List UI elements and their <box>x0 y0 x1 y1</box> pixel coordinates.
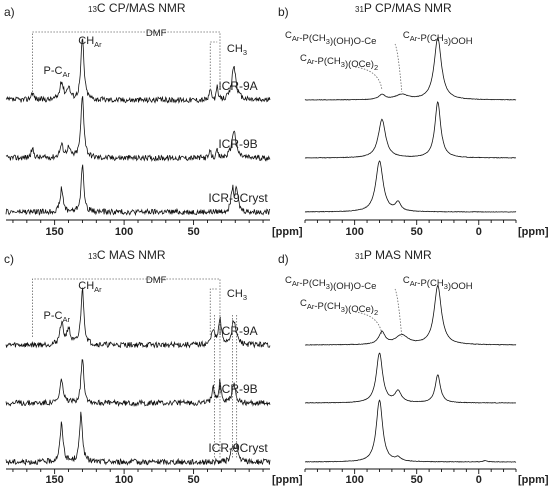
oce2-label: CAr-P(CH3)(OCe)2 <box>300 53 378 72</box>
ce-oh-label: CAr-P(CH3)(OH)O-Ce <box>285 275 376 292</box>
spectrum-trace-3 <box>5 164 271 217</box>
spectrum-trace-2 <box>5 359 271 407</box>
ch3-label: CH3 <box>227 288 247 302</box>
x-unit-label: [ppm] <box>518 226 549 238</box>
pooh-label: CAr-P(CH3)OOH <box>403 275 473 292</box>
dmf-bracket-inner <box>209 41 218 90</box>
x-unit-label: [ppm] <box>518 474 549 486</box>
x-tick-label: 0 <box>476 226 482 238</box>
pointer-oce2 <box>354 66 383 91</box>
panel-letter: a) <box>4 5 15 19</box>
x-tick-label: 50 <box>187 474 199 486</box>
dmf-label: DMF <box>146 275 167 286</box>
panel-title: 13C MAS NMR <box>88 248 166 262</box>
x-tick-label: 150 <box>45 474 63 486</box>
panel-letter: b) <box>278 5 289 19</box>
spectrum-trace-3 <box>304 399 517 463</box>
spectrum-trace-2 <box>304 352 516 404</box>
panel-b: b) 31P CP/MAS NMR 100 50 0 [ppm] CAr-P(CH3)(OH… <box>278 1 549 238</box>
ch-ar-label: CHAr <box>78 35 102 49</box>
spectrum-trace-1 <box>304 285 517 346</box>
panel-letter: d) <box>278 252 289 266</box>
pointer-oce2 <box>354 311 383 336</box>
ch-ar-label: CHAr <box>78 280 102 294</box>
x-tick-label: 100 <box>115 474 133 486</box>
oce2-label: CAr-P(CH3)(OCe)2 <box>300 298 378 317</box>
x-tick-label: 50 <box>187 226 199 238</box>
ch3-label: CH3 <box>227 43 247 57</box>
pointer-ce-oh <box>394 288 403 338</box>
x-tick-label: 150 <box>45 226 63 238</box>
x-unit-label: [ppm] <box>272 474 303 486</box>
spectrum-trace-3 <box>304 160 517 213</box>
dmf-bracket <box>32 278 221 337</box>
spectrum-trace-2 <box>304 101 517 159</box>
panel-title: 31P CP/MAS NMR <box>355 1 452 15</box>
x-tick-label: 50 <box>411 226 423 238</box>
series-label: ICR-9A <box>218 324 257 338</box>
pointer-ce-oh <box>394 43 403 93</box>
series-label: ICR-9B <box>218 137 257 151</box>
x-tick-label: 50 <box>411 474 423 486</box>
series-label: ICR-9B <box>218 382 257 396</box>
panel-c: c) 13C MAS NMR ICR-9A ICR-9B ICR-9Cryst 150 10… <box>4 248 303 486</box>
dmf-bracket-inner <box>209 288 218 335</box>
p-car-label: P-CAr <box>44 65 71 79</box>
spectrum-trace-1 <box>5 287 271 349</box>
x-tick-label: 100 <box>115 226 133 238</box>
x-tick-label: 100 <box>345 474 363 486</box>
spectrum-trace-3 <box>5 411 271 466</box>
dmf-bracket <box>32 31 221 92</box>
panel-d: d) 31P MAS NMR 100 50 0 [ppm] CAr-P(CH3)(OH)O-… <box>278 248 549 486</box>
spectrum-trace-1 <box>5 38 271 104</box>
x-tick-label: 100 <box>345 226 363 238</box>
panel-title: 13C CP/MAS NMR <box>88 1 186 15</box>
pooh-label: CAr-P(CH3)OOH <box>403 30 473 47</box>
x-tick-label: 0 <box>476 474 482 486</box>
series-label: ICR-9Cryst <box>208 441 268 455</box>
spectrum-trace-1 <box>304 37 517 101</box>
panel-a: a) 13C CP/MAS NMR ICR-9A ICR-9B ICR-9Cryst 15… <box>4 1 303 238</box>
ce-oh-label: CAr-P(CH3)(OH)O-Ce <box>285 30 376 47</box>
spectrum-trace-2 <box>5 96 271 162</box>
dmf-label: DMF <box>146 28 167 39</box>
panel-title: 31P MAS NMR <box>355 248 432 262</box>
x-unit-label: [ppm] <box>272 226 303 238</box>
panel-letter: c) <box>4 252 14 266</box>
series-label: ICR-9A <box>218 79 257 93</box>
series-label: ICR-9Cryst <box>208 191 268 205</box>
p-car-label: P-CAr <box>44 310 71 324</box>
